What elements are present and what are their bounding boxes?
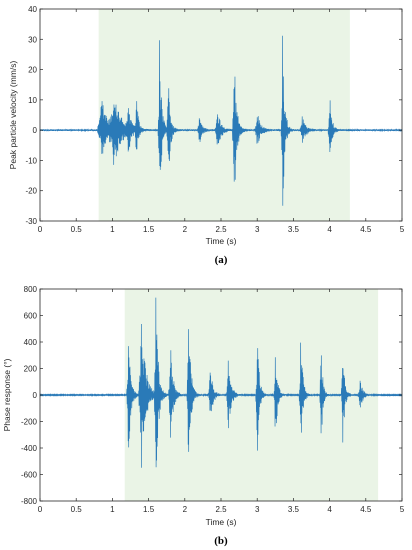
x-tick-label: 0.5 — [71, 225, 83, 234]
x-tick-label: 2 — [183, 225, 188, 234]
chart-panel-a: 0 0.5 1 1.5 2 2.5 3 3.5 4 4.5 5 -30 -20 -10 0 10 20 30 40 T… — [8, 5, 405, 266]
y-tick-label: -30 — [25, 217, 37, 226]
y-tick-label: -400 — [21, 444, 38, 453]
x-tick-label: 2 — [183, 505, 188, 514]
y-tick-label: 30 — [28, 35, 37, 44]
x-tick-label: 2.5 — [215, 505, 227, 514]
y-tick-label: 600 — [24, 312, 38, 321]
panel-label: (b) — [214, 535, 228, 547]
x-axis-label: Time (s) — [206, 236, 237, 246]
x-tick-label: 0.5 — [71, 505, 83, 514]
y-tick-label: 10 — [28, 96, 37, 105]
x-tick-label: 4 — [327, 225, 332, 234]
x-tick-label: 2.5 — [215, 225, 227, 234]
y-axis-label: Peak particle velocity (mm/s) — [8, 61, 18, 170]
signal-trace — [39, 35, 403, 206]
x-tick-label: 5 — [400, 225, 405, 234]
x-tick-label: 4.5 — [360, 505, 372, 514]
y-tick-label: -20 — [25, 187, 37, 196]
x-tick-label: 0 — [38, 505, 43, 514]
x-axis-label: Time (s) — [206, 517, 237, 527]
y-tick-label: 0 — [33, 126, 38, 135]
signal-trace — [39, 297, 403, 468]
x-tick-label: 3 — [255, 505, 260, 514]
y-tick-label: -600 — [21, 471, 38, 480]
y-tick-label: 20 — [28, 66, 37, 75]
x-tick-label: 3.5 — [288, 505, 300, 514]
x-tick-label: 1 — [110, 505, 115, 514]
x-tick-label: 4.5 — [360, 225, 372, 234]
y-tick-label: 40 — [28, 5, 37, 14]
x-tick-label: 1.5 — [143, 505, 155, 514]
x-tick-label: 4 — [327, 505, 332, 514]
y-tick-label: 800 — [24, 285, 38, 294]
y-tick-label: 400 — [24, 338, 38, 347]
panel-label: (a) — [215, 254, 228, 266]
y-tick-label: 0 — [33, 391, 38, 400]
shaded-region — [98, 9, 350, 221]
y-tick-label: -800 — [21, 497, 38, 506]
y-tick-label: -10 — [25, 156, 37, 165]
x-tick-label: 3 — [255, 225, 260, 234]
y-tick-label: 200 — [24, 365, 38, 374]
x-tick-label: 3.5 — [288, 225, 300, 234]
x-tick-label: 1.5 — [143, 225, 155, 234]
x-tick-label: 1 — [110, 225, 115, 234]
y-axis-label: Phase response (°) — [2, 358, 12, 431]
x-tick-label: 5 — [400, 505, 405, 514]
y-tick-label: -200 — [21, 418, 38, 427]
chart-panel-b: 0 0.5 1 1.5 2 2.5 3 3.5 4 4.5 5 -800 -600 -400 -200 0 20… — [2, 285, 405, 547]
x-tick-label: 0 — [38, 225, 43, 234]
